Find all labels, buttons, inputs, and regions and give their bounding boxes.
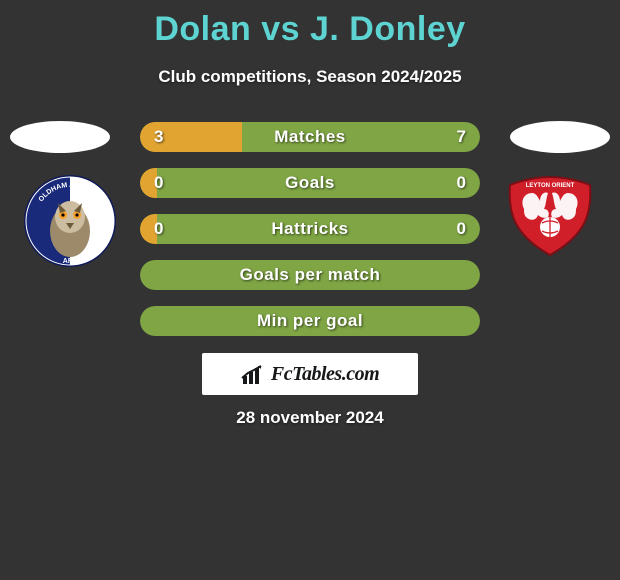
stat-bar: Matches3 7 xyxy=(140,122,480,152)
stat-bar: Min per goal xyxy=(140,306,480,336)
comparison-bars: Matches37Goals00Hattricks00Goals per mat… xyxy=(140,122,480,352)
bars-icon xyxy=(241,364,267,386)
stat-value-right: 7 xyxy=(443,122,480,152)
stat-label: Min per goal xyxy=(140,306,480,336)
club-crest-right: LEYTON ORIENT xyxy=(500,173,600,259)
brand-logo: FcTables.com xyxy=(202,353,418,395)
stat-label: Goals per match xyxy=(140,260,480,290)
stat-value-right: 0 xyxy=(443,168,480,198)
player-photo-left xyxy=(10,121,110,153)
page-title: Dolan vs J. Donley xyxy=(0,0,620,49)
stat-label: Hattricks xyxy=(140,214,480,244)
stat-label: Goals xyxy=(140,168,480,198)
club-crest-left: OLDHAM ATHLETIC AFC xyxy=(20,173,120,269)
stat-value-left: 0 xyxy=(140,168,177,198)
subtitle: Club competitions, Season 2024/2025 xyxy=(0,67,620,87)
stat-value-left: 0 xyxy=(140,214,177,244)
stat-bar: Goals per match xyxy=(140,260,480,290)
stat-label: Matches xyxy=(140,122,480,152)
svg-text:AFC: AFC xyxy=(63,258,77,265)
stat-value-right: 0 xyxy=(443,214,480,244)
player-photo-right xyxy=(510,121,610,153)
stat-bar: Goals0 0 xyxy=(140,168,480,198)
svg-text:LEYTON ORIENT: LEYTON ORIENT xyxy=(526,183,575,189)
stat-value-left: 3 xyxy=(140,122,177,152)
brand-text: FcTables.com xyxy=(271,363,379,386)
stat-bar: Hattricks0 0 xyxy=(140,214,480,244)
snapshot-date: 28 november 2024 xyxy=(0,408,620,428)
